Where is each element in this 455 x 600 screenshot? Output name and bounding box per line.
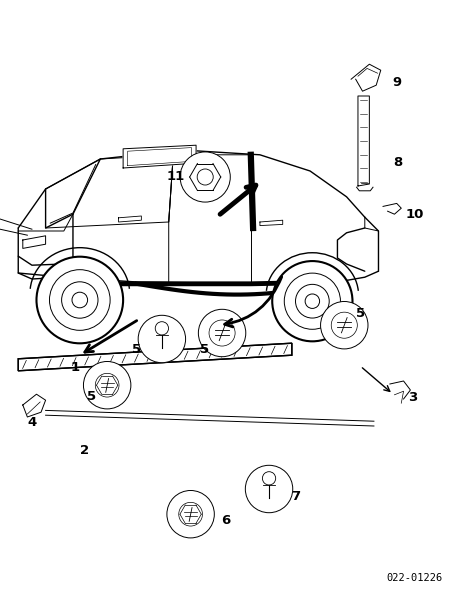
Text: 6: 6 — [221, 514, 230, 527]
Circle shape — [167, 490, 214, 538]
Circle shape — [36, 257, 123, 343]
Text: 5: 5 — [86, 389, 96, 403]
Text: 11: 11 — [166, 170, 184, 184]
Text: 7: 7 — [290, 490, 299, 503]
Polygon shape — [118, 216, 141, 222]
Circle shape — [72, 292, 87, 308]
Text: 022-01226: 022-01226 — [385, 573, 441, 583]
Polygon shape — [18, 343, 291, 371]
Circle shape — [50, 269, 110, 331]
Text: 9: 9 — [391, 76, 400, 89]
Text: 10: 10 — [405, 208, 423, 221]
Circle shape — [262, 472, 275, 485]
Text: 1: 1 — [71, 361, 80, 374]
Circle shape — [178, 502, 202, 526]
Circle shape — [272, 261, 352, 341]
Polygon shape — [259, 220, 282, 226]
Circle shape — [245, 465, 292, 513]
Text: 8: 8 — [392, 155, 401, 169]
Circle shape — [138, 315, 185, 363]
Text: 5: 5 — [199, 343, 208, 356]
Circle shape — [180, 152, 230, 202]
Text: 4: 4 — [27, 416, 36, 430]
Circle shape — [95, 373, 119, 397]
Circle shape — [208, 320, 235, 346]
Circle shape — [198, 309, 245, 357]
Circle shape — [330, 312, 357, 338]
Text: 3: 3 — [407, 391, 416, 404]
Circle shape — [320, 301, 367, 349]
Circle shape — [283, 273, 340, 329]
Polygon shape — [23, 236, 46, 248]
Text: 5: 5 — [132, 343, 141, 356]
Polygon shape — [123, 145, 196, 168]
Circle shape — [295, 284, 329, 318]
Circle shape — [197, 169, 213, 185]
Circle shape — [155, 322, 168, 335]
Text: 5: 5 — [355, 307, 364, 320]
Circle shape — [83, 361, 131, 409]
Text: 2: 2 — [80, 443, 89, 457]
Circle shape — [304, 294, 319, 308]
Circle shape — [61, 282, 98, 318]
